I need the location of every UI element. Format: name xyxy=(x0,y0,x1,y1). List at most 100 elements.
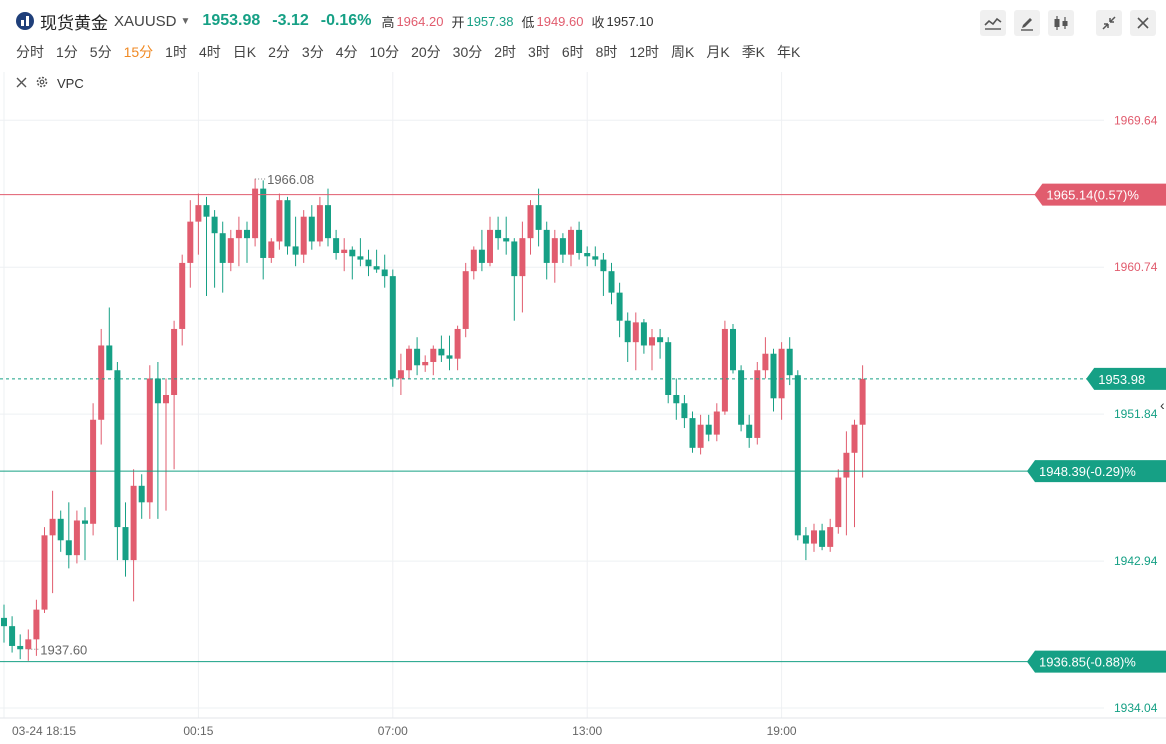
candle-body xyxy=(673,395,680,404)
candle-body xyxy=(730,328,736,371)
candle-body xyxy=(406,348,412,371)
instrument-symbol[interactable]: XAUUSD xyxy=(114,12,177,30)
indicator-settings-button[interactable] xyxy=(35,75,49,92)
candle-body xyxy=(268,241,275,258)
candle-body xyxy=(41,535,48,610)
candle-body xyxy=(438,348,445,356)
interval-tab[interactable]: 3分 xyxy=(301,44,324,60)
candle-body xyxy=(316,205,323,242)
interval-tab[interactable]: 5分 xyxy=(89,44,112,60)
candle-body xyxy=(786,348,793,376)
close-icon xyxy=(1137,17,1149,29)
candle-body xyxy=(802,535,809,544)
candle-body xyxy=(163,395,169,404)
high-label: 高 xyxy=(381,14,395,30)
extreme-label: 1937.60 xyxy=(40,642,87,657)
interval-tab[interactable]: 1分 xyxy=(56,44,78,60)
high-value: 1964.20 xyxy=(396,13,444,29)
candle-body xyxy=(819,530,826,547)
interval-tab[interactable]: 年K xyxy=(777,44,801,60)
interval-tab[interactable]: 周K xyxy=(671,44,695,60)
indicator-legend: VPC xyxy=(16,75,84,92)
y-tick-label: 1969.64 xyxy=(1114,113,1158,127)
price-level-tag xyxy=(1027,460,1166,483)
candle-body xyxy=(535,205,542,230)
interval-tab[interactable]: 日K xyxy=(232,44,257,60)
interval-tab[interactable]: 季K xyxy=(741,44,766,60)
interval-tab[interactable]: 15分 xyxy=(123,44,154,60)
x-tick-label: 03-24 18:15 xyxy=(12,724,76,738)
candle-body xyxy=(462,271,469,329)
interval-tab[interactable]: 10分 xyxy=(369,44,400,60)
instrument-name[interactable]: 现货黄金 xyxy=(40,13,108,33)
last-price: 1953.98 xyxy=(202,12,261,29)
candle-body xyxy=(576,229,583,254)
price-change: -3.12 xyxy=(272,12,309,29)
candle-body xyxy=(721,328,728,412)
price-level-tag-label: 1948.39(-0.29)% xyxy=(1039,464,1136,479)
interval-tab[interactable]: 分时 xyxy=(16,44,44,60)
line-style-icon xyxy=(984,17,1002,30)
candle-body xyxy=(365,259,372,267)
candle-body xyxy=(195,205,202,222)
close-chart-button[interactable] xyxy=(1130,10,1156,36)
interval-tab[interactable]: 4时 xyxy=(198,44,221,60)
close-icon xyxy=(16,77,27,88)
interval-tab[interactable]: 6时 xyxy=(561,44,584,60)
candle-body xyxy=(495,229,502,239)
candle-body xyxy=(130,485,137,561)
candle-body xyxy=(681,403,688,419)
candle-body xyxy=(835,477,842,528)
interval-tab[interactable]: 4分 xyxy=(335,44,358,60)
line-style-button[interactable] xyxy=(980,10,1006,36)
collapse-button[interactable] xyxy=(1096,10,1122,36)
candle-body xyxy=(430,348,437,362)
interval-tab[interactable]: 3时 xyxy=(528,44,550,60)
price-level-tag-label: 1965.14(0.57)% xyxy=(1046,188,1139,203)
y-tick-label: 1951.84 xyxy=(1114,407,1158,421)
candle-body xyxy=(17,645,24,650)
candle-body xyxy=(73,520,80,556)
candle-body xyxy=(1,617,7,627)
candle-body xyxy=(146,378,153,503)
interval-tab[interactable]: 月K xyxy=(706,44,730,60)
candle-body xyxy=(341,249,348,254)
candle-body xyxy=(559,238,566,255)
interval-tab[interactable]: 12时 xyxy=(629,44,659,60)
chevron-down-icon[interactable]: ▼ xyxy=(180,15,191,27)
candle-style-button[interactable] xyxy=(1048,10,1074,36)
interval-tab[interactable]: 20分 xyxy=(411,44,441,60)
candle-body xyxy=(122,527,129,561)
candle-body xyxy=(503,238,510,242)
candle-body xyxy=(9,626,16,646)
candle-body xyxy=(446,355,453,359)
candle-body xyxy=(470,249,477,272)
candle-body xyxy=(389,276,396,379)
y-tick-label: 1942.94 xyxy=(1114,554,1158,568)
candle-body xyxy=(568,229,574,255)
candle-body xyxy=(454,328,461,359)
price-change-pct: -0.16% xyxy=(320,12,372,29)
candle-body xyxy=(843,452,850,478)
interval-tab[interactable]: 2分 xyxy=(268,44,290,60)
candle-body xyxy=(114,370,121,528)
interval-tab[interactable]: 30分 xyxy=(452,44,483,60)
candle-body xyxy=(827,527,834,547)
candle-body xyxy=(811,530,817,544)
interval-tab[interactable]: 2时 xyxy=(494,44,517,60)
candle-body xyxy=(227,238,234,263)
candle-style-icon xyxy=(1054,16,1068,30)
draw-button[interactable] xyxy=(1014,10,1040,36)
interval-tab[interactable]: 1时 xyxy=(165,44,187,60)
candle-body xyxy=(154,378,161,404)
remove-indicator-button[interactable] xyxy=(16,76,27,91)
price-chart[interactable]: 1966.08 1937.60 1969.64 1960.74 1951.84 1942.… xyxy=(0,72,1166,744)
candle-body xyxy=(349,249,356,257)
interval-tab[interactable]: 8时 xyxy=(595,44,618,60)
candle-body xyxy=(211,216,218,234)
candle-body xyxy=(260,188,267,258)
candle-body xyxy=(519,238,526,277)
candle-body xyxy=(90,419,97,524)
price-level-tag-label: 1936.85(-0.88)% xyxy=(1039,655,1136,670)
scroll-handle-icon: ‹ xyxy=(1160,397,1165,413)
